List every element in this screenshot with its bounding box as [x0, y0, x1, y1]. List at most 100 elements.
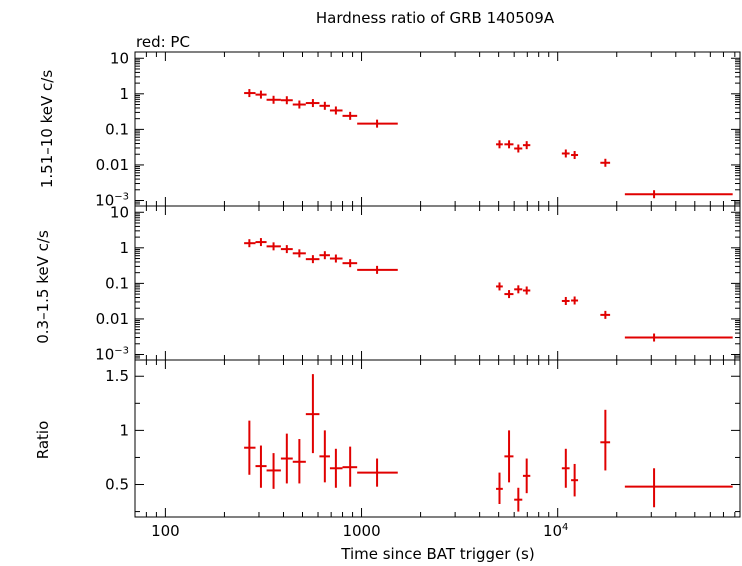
- y-tick-label-base: 10: [110, 49, 129, 67]
- data-point: [244, 239, 256, 248]
- data-point: [292, 100, 306, 109]
- y-tick-label: 0.01: [96, 310, 129, 328]
- data-point: [244, 420, 256, 475]
- data-point: [561, 149, 570, 158]
- chart-title: Hardness ratio of GRB 140509A: [316, 9, 555, 27]
- x-tick-label-base: 10: [543, 522, 562, 540]
- data-point: [496, 472, 503, 505]
- x-tick-label-base: 100: [151, 522, 180, 540]
- data-point: [514, 285, 523, 294]
- y-tick-label: 1: [119, 239, 129, 257]
- data-point: [600, 158, 611, 167]
- data-point: [266, 95, 281, 104]
- data-point: [342, 259, 358, 268]
- data-point: [255, 445, 267, 488]
- data-point: [514, 144, 523, 153]
- y-tick-label-base: 1: [119, 421, 129, 439]
- y-tick-label-exp: −3: [114, 345, 129, 356]
- y-tick-label-base: 0.1: [105, 120, 129, 138]
- data-point: [624, 333, 733, 342]
- y-ticks: [135, 375, 740, 513]
- data-point: [342, 111, 358, 120]
- data-point: [357, 265, 398, 274]
- data-point: [305, 374, 320, 454]
- x-axis-label: Time since BAT trigger (s): [340, 545, 534, 563]
- data-point: [255, 90, 267, 99]
- data-point: [504, 430, 514, 483]
- y-tick-label: 10: [110, 49, 129, 67]
- y-axis-label: 0.3–1.5 keV c/s: [34, 230, 52, 344]
- y-tick-labels: 1.5 1 0.5: [105, 367, 129, 493]
- y-ticks: [135, 211, 740, 361]
- data-point: [280, 96, 293, 105]
- y-tick-label-base: 1: [119, 239, 129, 257]
- y-tick-label-base: 10: [95, 345, 114, 363]
- y-tick-label-base: 10: [95, 191, 114, 209]
- y-tick-label: 1: [119, 421, 129, 439]
- x-ticks: [134, 52, 736, 206]
- data-point: [624, 190, 733, 199]
- data-point: [522, 458, 531, 494]
- data-point: [522, 286, 531, 295]
- y-ticks: [135, 57, 740, 207]
- data-point: [571, 151, 579, 160]
- panel-frame: [134, 359, 741, 518]
- data-point: [561, 296, 570, 305]
- data-point: [244, 89, 256, 98]
- data-point: [255, 238, 267, 247]
- x-ticks: [134, 360, 736, 517]
- data-point: [357, 119, 398, 128]
- x-tick-label-base: 1000: [342, 522, 380, 540]
- y-tick-label: 0.1: [105, 274, 129, 292]
- data-point: [571, 296, 579, 305]
- data-point: [496, 140, 503, 149]
- data-point: [496, 282, 503, 291]
- panel-frame: [134, 51, 741, 207]
- data-point: [329, 106, 343, 115]
- y-tick-label: 0.5: [105, 476, 129, 494]
- y-tick-label-base: 10: [110, 203, 129, 221]
- series-0: [244, 238, 733, 342]
- data-point: [342, 446, 358, 487]
- data-point: [319, 430, 330, 483]
- y-tick-label: 10−3: [95, 191, 129, 209]
- y-tick-label-base: 0.1: [105, 274, 129, 292]
- data-point: [292, 249, 306, 258]
- data-point: [522, 141, 531, 150]
- data-point: [600, 310, 611, 319]
- data-point: [305, 255, 320, 264]
- data-point: [280, 433, 293, 484]
- data-point: [266, 453, 281, 489]
- data-point: [329, 448, 343, 488]
- data-point: [329, 254, 343, 263]
- y-tick-label: 1: [119, 85, 129, 103]
- y-tick-label: 1.5: [105, 367, 129, 385]
- y-tick-label-base: 0.01: [96, 310, 129, 328]
- data-point: [600, 409, 611, 471]
- data-point: [561, 448, 570, 488]
- legend-note: red: PC: [136, 33, 190, 51]
- data-point: [266, 242, 281, 251]
- data-point: [319, 251, 330, 260]
- data-point: [305, 99, 320, 108]
- data-point: [504, 140, 514, 149]
- x-tick-labels: 100 1000 104: [151, 522, 568, 540]
- x-tick-label: 1000: [342, 522, 380, 540]
- data-point: [624, 468, 733, 508]
- y-tick-label: 0.01: [96, 156, 129, 174]
- data-point: [292, 439, 306, 484]
- data-point: [357, 458, 398, 487]
- data-point: [280, 245, 293, 254]
- panel-ratio: 1.5 1 0.5 Ratio 100 1000 104: [34, 359, 741, 540]
- y-tick-label-base: 0.01: [96, 156, 129, 174]
- y-tick-label-exp: −3: [114, 191, 129, 202]
- data-point: [504, 290, 514, 299]
- series-0: [244, 374, 733, 512]
- data-point: [319, 101, 330, 110]
- y-axis-label: 1.51–10 keV c/s: [38, 70, 56, 188]
- y-tick-label: 10: [110, 203, 129, 221]
